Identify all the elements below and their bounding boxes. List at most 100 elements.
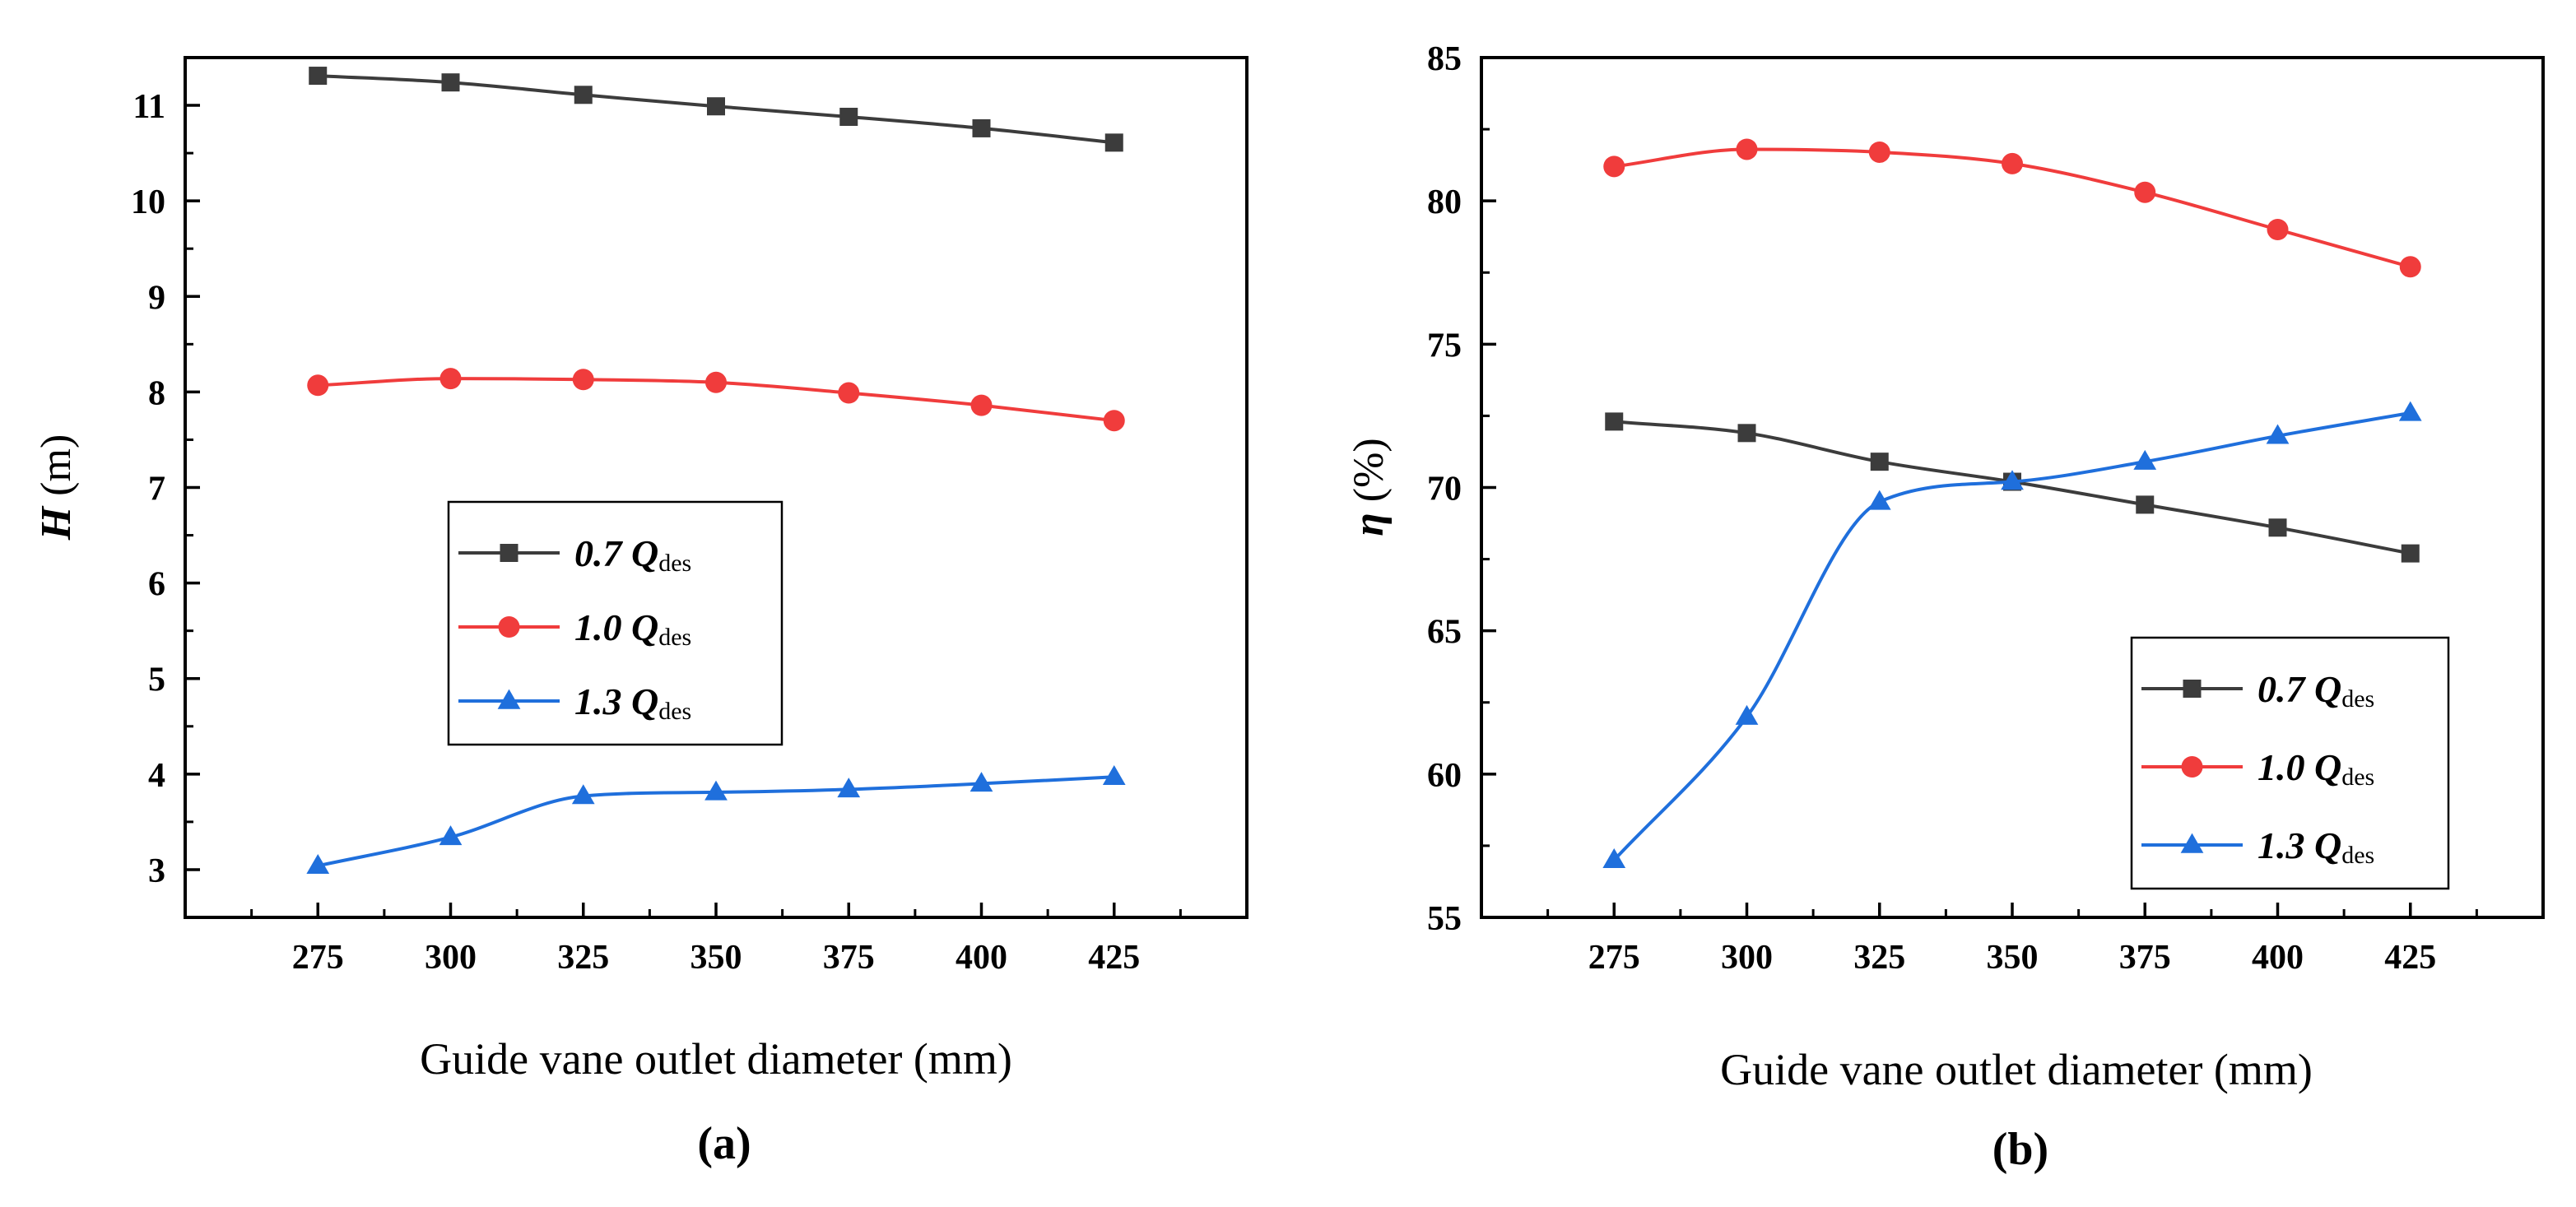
legend-marker-square <box>500 544 518 562</box>
legend-label-sub: des <box>2341 685 2374 713</box>
data-point-triangle <box>969 772 993 792</box>
data-point-square <box>441 73 460 92</box>
legend-label-sub: des <box>2341 842 2374 869</box>
data-point-triangle <box>571 784 595 805</box>
data-point-triangle <box>1735 704 1759 725</box>
y-tick-label: 5 <box>148 662 165 699</box>
data-point-triangle <box>1867 490 1891 510</box>
data-point-triangle <box>2266 424 2290 444</box>
y-axis-unit-b: (%) <box>1346 438 1393 513</box>
data-point-triangle <box>439 825 463 846</box>
legend-marker-circle <box>2181 756 2203 778</box>
x-tick-label: 375 <box>2119 939 2171 977</box>
x-tick-label: 375 <box>823 939 875 977</box>
legend-label-main: 1.0 Q <box>2257 746 2341 788</box>
legend-label-circle: 1.0 Qdes <box>574 606 691 651</box>
y-tick-label: 70 <box>1427 471 1462 508</box>
y-axis-label-a: H (m) <box>33 434 80 541</box>
legend-label-main: 1.0 Q <box>574 606 658 648</box>
data-point-square <box>574 86 593 104</box>
legend-label-sub: des <box>2341 764 2374 791</box>
legend-label-triangle: 1.3 Qdes <box>2257 824 2374 869</box>
y-tick-label: 80 <box>1427 183 1462 221</box>
data-point-square <box>972 118 991 137</box>
data-point-triangle <box>1102 764 1126 786</box>
data-point-square <box>1605 412 1624 431</box>
data-point-triangle <box>2398 401 2422 421</box>
data-point-triangle <box>837 778 861 798</box>
y-tick-label: 85 <box>1427 40 1462 78</box>
data-point-circle <box>2002 152 2023 174</box>
x-tick-label: 425 <box>2384 939 2436 977</box>
x-tick-label: 300 <box>1721 939 1773 977</box>
legend-label-main: 0.7 Q <box>2257 668 2341 710</box>
legend-marker-circle <box>498 616 520 638</box>
panel-label-b: (b) <box>1992 1124 2048 1175</box>
data-point-square <box>2268 518 2287 537</box>
data-point-circle <box>705 371 727 393</box>
data-point-square <box>2401 544 2420 563</box>
data-point-square <box>707 97 725 116</box>
y-tick-label: 10 <box>131 183 165 221</box>
chart-panel-b: 275 300 325 350 375 400 425 55 60 65 70 75 80 85 0.7 … <box>1346 40 2545 1175</box>
legend-label-main: 1.3 Q <box>2257 824 2341 866</box>
legend-label-sub: des <box>658 550 691 577</box>
y-axis-symbol-b: η <box>1346 513 1393 536</box>
legend-marker-triangle <box>2180 833 2204 853</box>
data-point-square <box>2136 495 2155 514</box>
y-tick-label: 4 <box>148 757 165 795</box>
legend-label-triangle: 1.3 Qdes <box>574 680 691 725</box>
y-tick-label: 7 <box>148 471 165 508</box>
data-point-circle <box>838 382 860 404</box>
legend-label-square: 0.7 Qdes <box>2257 668 2374 713</box>
data-point-circle <box>572 369 594 391</box>
legend-label-sub: des <box>658 624 691 651</box>
legend-label-main: 1.3 Q <box>574 680 658 722</box>
y-tick-label: 9 <box>148 279 165 317</box>
y-tick-label: 75 <box>1427 327 1462 364</box>
y-tick-label: 8 <box>148 374 165 412</box>
data-point-circle <box>1736 138 1758 160</box>
x-axis-label-b: Guide vane outlet diameter (mm) <box>1720 1045 2313 1094</box>
x-tick-label: 275 <box>292 939 344 977</box>
legend-marker-triangle <box>497 689 521 709</box>
data-point-triangle <box>704 780 728 801</box>
legend-label-sub: des <box>658 698 691 725</box>
data-point-square <box>1737 424 1756 443</box>
data-point-square <box>1870 453 1889 471</box>
data-point-circle <box>2399 256 2421 278</box>
x-tick-label: 400 <box>2252 939 2304 977</box>
y-axis-label-b: η (%) <box>1346 438 1393 536</box>
data-point-square <box>839 107 858 126</box>
data-point-circle <box>2134 181 2156 203</box>
x-tick-label: 275 <box>1588 939 1640 977</box>
panel-label-a: (a) <box>697 1118 751 1169</box>
x-tick-label: 400 <box>956 939 1007 977</box>
legend-label-main: 0.7 Q <box>574 532 658 574</box>
legend-label-circle: 1.0 Qdes <box>2257 746 2374 791</box>
x-tick-label: 425 <box>1088 939 1140 977</box>
y-axis-symbol-a: H <box>33 505 80 541</box>
data-point-triangle <box>306 853 330 875</box>
data-point-triangle <box>1602 848 1626 869</box>
data-point-circle <box>2267 219 2289 240</box>
data-point-square <box>1104 133 1123 152</box>
y-tick-label: 65 <box>1427 614 1462 652</box>
x-tick-label: 350 <box>1987 939 2039 977</box>
y-tick-label: 60 <box>1427 757 1462 795</box>
x-tick-label: 350 <box>690 939 742 977</box>
data-point-circle <box>307 374 329 397</box>
legend-marker-square <box>2183 680 2202 698</box>
y-tick-label: 6 <box>148 566 165 604</box>
x-tick-label: 325 <box>557 939 609 977</box>
data-point-circle <box>1603 156 1625 178</box>
x-tick-label: 325 <box>1853 939 1905 977</box>
y-tick-label: 3 <box>148 852 165 890</box>
x-axis-label-a: Guide vane outlet diameter (mm) <box>420 1034 1012 1084</box>
data-point-circle <box>439 368 462 390</box>
data-point-circle <box>1868 141 1890 163</box>
